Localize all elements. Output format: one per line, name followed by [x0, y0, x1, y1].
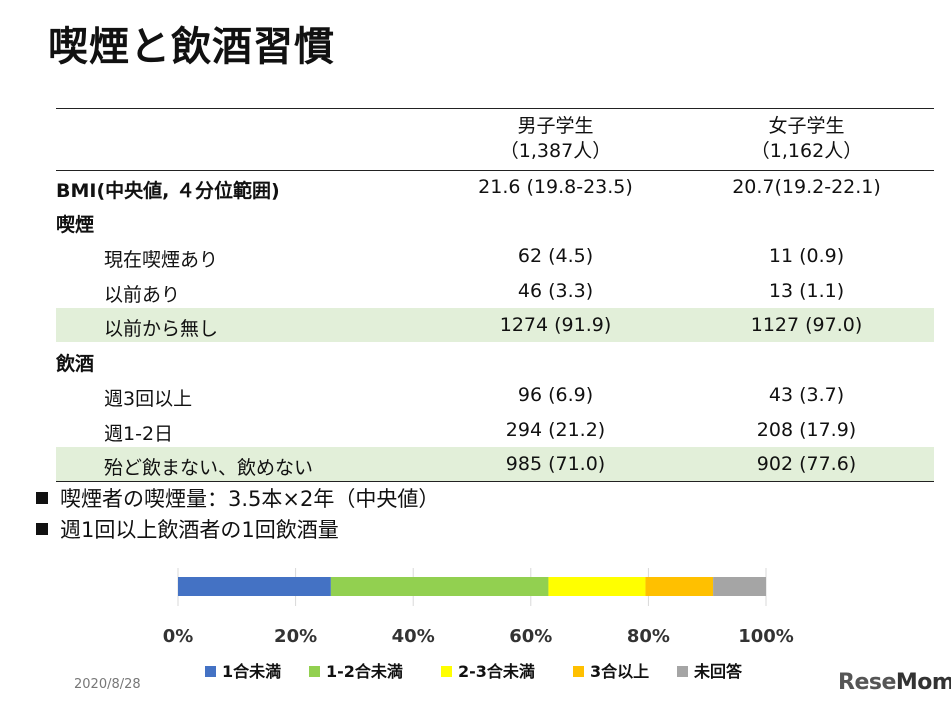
tick-label: 80% — [627, 626, 670, 647]
table-top-rule — [56, 108, 934, 109]
table-row: BMI(中央値, ４分位範囲) 21.6 (19.8-23.5) 20.7(19… — [56, 170, 934, 204]
female-value: 11 (0.9) — [768, 245, 845, 267]
header-female-name: 女子学生 — [768, 115, 845, 137]
table-row: 現在喫煙あり 62 (4.5) 11 (0.9) — [56, 239, 934, 273]
row-label: BMI(中央値, ４分位範囲) — [56, 180, 280, 202]
male-value: 1274 (91.9) — [499, 314, 612, 336]
logo-text-mom: Mom — [895, 670, 951, 695]
female-value: 1127 (97.0) — [750, 314, 863, 336]
section-label: 飲酒 — [56, 353, 95, 375]
legend-label: 2-3合未満 — [458, 662, 535, 681]
page-title: 喫煙と飲酒習慣 — [48, 24, 335, 70]
table-row: 以前から無し 1274 (91.9) 1127 (97.0) — [56, 308, 934, 342]
row-label: 以前から無し — [104, 318, 219, 340]
table-row: 喫煙 — [56, 204, 934, 238]
logo-text-rese: Rese — [838, 670, 896, 695]
header-female-count: （1,162人） — [750, 140, 863, 162]
footer-date: 2020/8/28 — [74, 677, 141, 692]
row-label: 現在喫煙あり — [104, 249, 219, 271]
note-text: 喫煙者の喫煙量：3.5本×2年（中央値） — [60, 487, 440, 511]
legend-swatch — [441, 666, 452, 677]
male-value: 21.6 (19.8-23.5) — [478, 176, 633, 198]
bar-segment — [548, 577, 646, 596]
female-value: 20.7(19.2-22.1) — [732, 176, 881, 198]
section-label: 喫煙 — [56, 214, 95, 236]
row-label: 殆ど飲まない、飲めない — [104, 457, 314, 479]
table-row: 週1-2日 294 (21.2) 208 (17.9) — [56, 413, 934, 447]
legend-label: 1合未満 — [222, 662, 281, 681]
header-rule — [56, 170, 934, 171]
tick-label: 0% — [163, 626, 194, 647]
note-item: 喫煙者の喫煙量：3.5本×2年（中央値） — [36, 484, 439, 515]
male-value: 62 (4.5) — [517, 245, 594, 267]
header-male: 男子学生 （1,387人） — [458, 114, 653, 164]
table-row: 以前あり 46 (3.3) 13 (1.1) — [56, 274, 934, 308]
note-item: 週1回以上飲酒者の1回飲酒量 — [36, 515, 439, 546]
square-bullet-icon — [36, 492, 48, 504]
legend-label: 未回答 — [693, 662, 743, 681]
male-value: 96 (6.9) — [517, 384, 594, 406]
tick-label: 100% — [738, 626, 794, 647]
table-row: 殆ど飲まない、飲めない 985 (71.0) 902 (77.6) — [56, 447, 934, 481]
header-female: 女子学生 （1,162人） — [709, 114, 904, 164]
legend-swatch — [573, 666, 584, 677]
bar-segment — [713, 577, 766, 596]
female-value: 43 (3.7) — [768, 384, 845, 406]
legend-swatch — [677, 666, 688, 677]
resemom-logo: ReseMom — [838, 670, 951, 695]
table-row: 飲酒 — [56, 343, 934, 377]
row-label: 以前あり — [104, 284, 181, 306]
note-text: 週1回以上飲酒者の1回飲酒量 — [60, 518, 339, 542]
male-value: 985 (71.0) — [505, 453, 606, 475]
header-male-name: 男子学生 — [517, 115, 594, 137]
bar-segment — [330, 577, 549, 596]
bar-segment — [178, 577, 331, 596]
bar-segment — [645, 577, 714, 596]
female-value: 13 (1.1) — [768, 280, 845, 302]
table-row: 週3回以上 96 (6.9) 43 (3.7) — [56, 378, 934, 412]
square-bullet-icon — [36, 523, 48, 535]
legend-label: 3合以上 — [590, 662, 649, 681]
male-value: 46 (3.3) — [517, 280, 594, 302]
male-value: 294 (21.2) — [505, 419, 606, 441]
female-value: 208 (17.9) — [756, 419, 857, 441]
legend-swatch — [309, 666, 320, 677]
tick-label: 40% — [392, 626, 435, 647]
row-label: 週3回以上 — [104, 388, 193, 410]
header-male-count: （1,387人） — [499, 140, 612, 162]
female-value: 902 (77.6) — [756, 453, 857, 475]
table-bottom-rule — [56, 481, 934, 482]
legend-swatch — [205, 666, 216, 677]
notes: 喫煙者の喫煙量：3.5本×2年（中央値） 週1回以上飲酒者の1回飲酒量 — [36, 484, 439, 546]
row-label: 週1-2日 — [104, 423, 174, 445]
legend-label: 1-2合未満 — [326, 662, 403, 681]
drinking-amount-chart: 0% 20% 40% 60% 80% 100% 1合未満 1-2合未満 2-3合未満 3合以上 未回… — [163, 568, 794, 681]
tick-label: 20% — [274, 626, 317, 647]
tick-label: 60% — [509, 626, 552, 647]
